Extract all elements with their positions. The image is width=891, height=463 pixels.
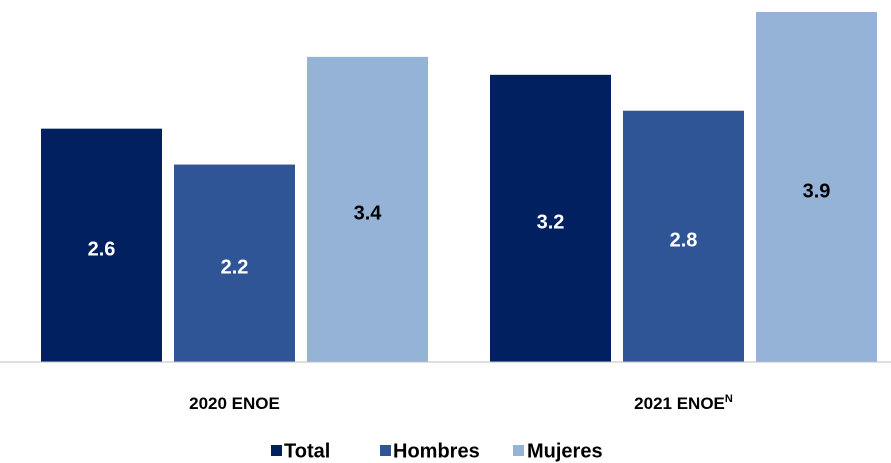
bar — [174, 164, 295, 362]
x-tick-label: 2020 ENOE — [189, 394, 280, 413]
category-text: 2021 ENOE — [634, 394, 725, 413]
value-label: 3.9 — [803, 180, 831, 202]
bar — [490, 74, 611, 363]
bar — [623, 110, 744, 362]
category-superscript: N — [725, 393, 733, 405]
bar — [756, 12, 877, 362]
bar — [307, 56, 428, 362]
value-label: 3.2 — [537, 212, 565, 234]
value-label: 2.6 — [88, 239, 116, 261]
value-label: 2.8 — [670, 230, 698, 252]
legend-label: Total — [284, 440, 330, 462]
legend-label: Hombres — [393, 440, 480, 462]
legend-swatch — [513, 445, 524, 456]
legend-swatch — [380, 445, 391, 456]
bar — [41, 128, 162, 362]
category-text: 2020 ENOE — [189, 394, 280, 413]
x-tick-label: 2021 ENOEN — [634, 393, 733, 414]
legend-label: Mujeres — [527, 440, 603, 462]
value-label: 3.4 — [354, 203, 383, 225]
legend-swatch — [271, 445, 282, 456]
value-label: 2.2 — [221, 257, 249, 279]
